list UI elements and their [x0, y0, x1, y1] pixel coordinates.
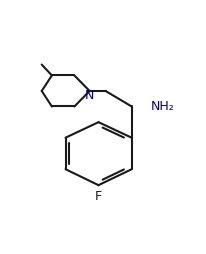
Text: F: F: [95, 190, 102, 203]
Text: N: N: [85, 89, 94, 102]
Text: NH₂: NH₂: [151, 100, 174, 113]
